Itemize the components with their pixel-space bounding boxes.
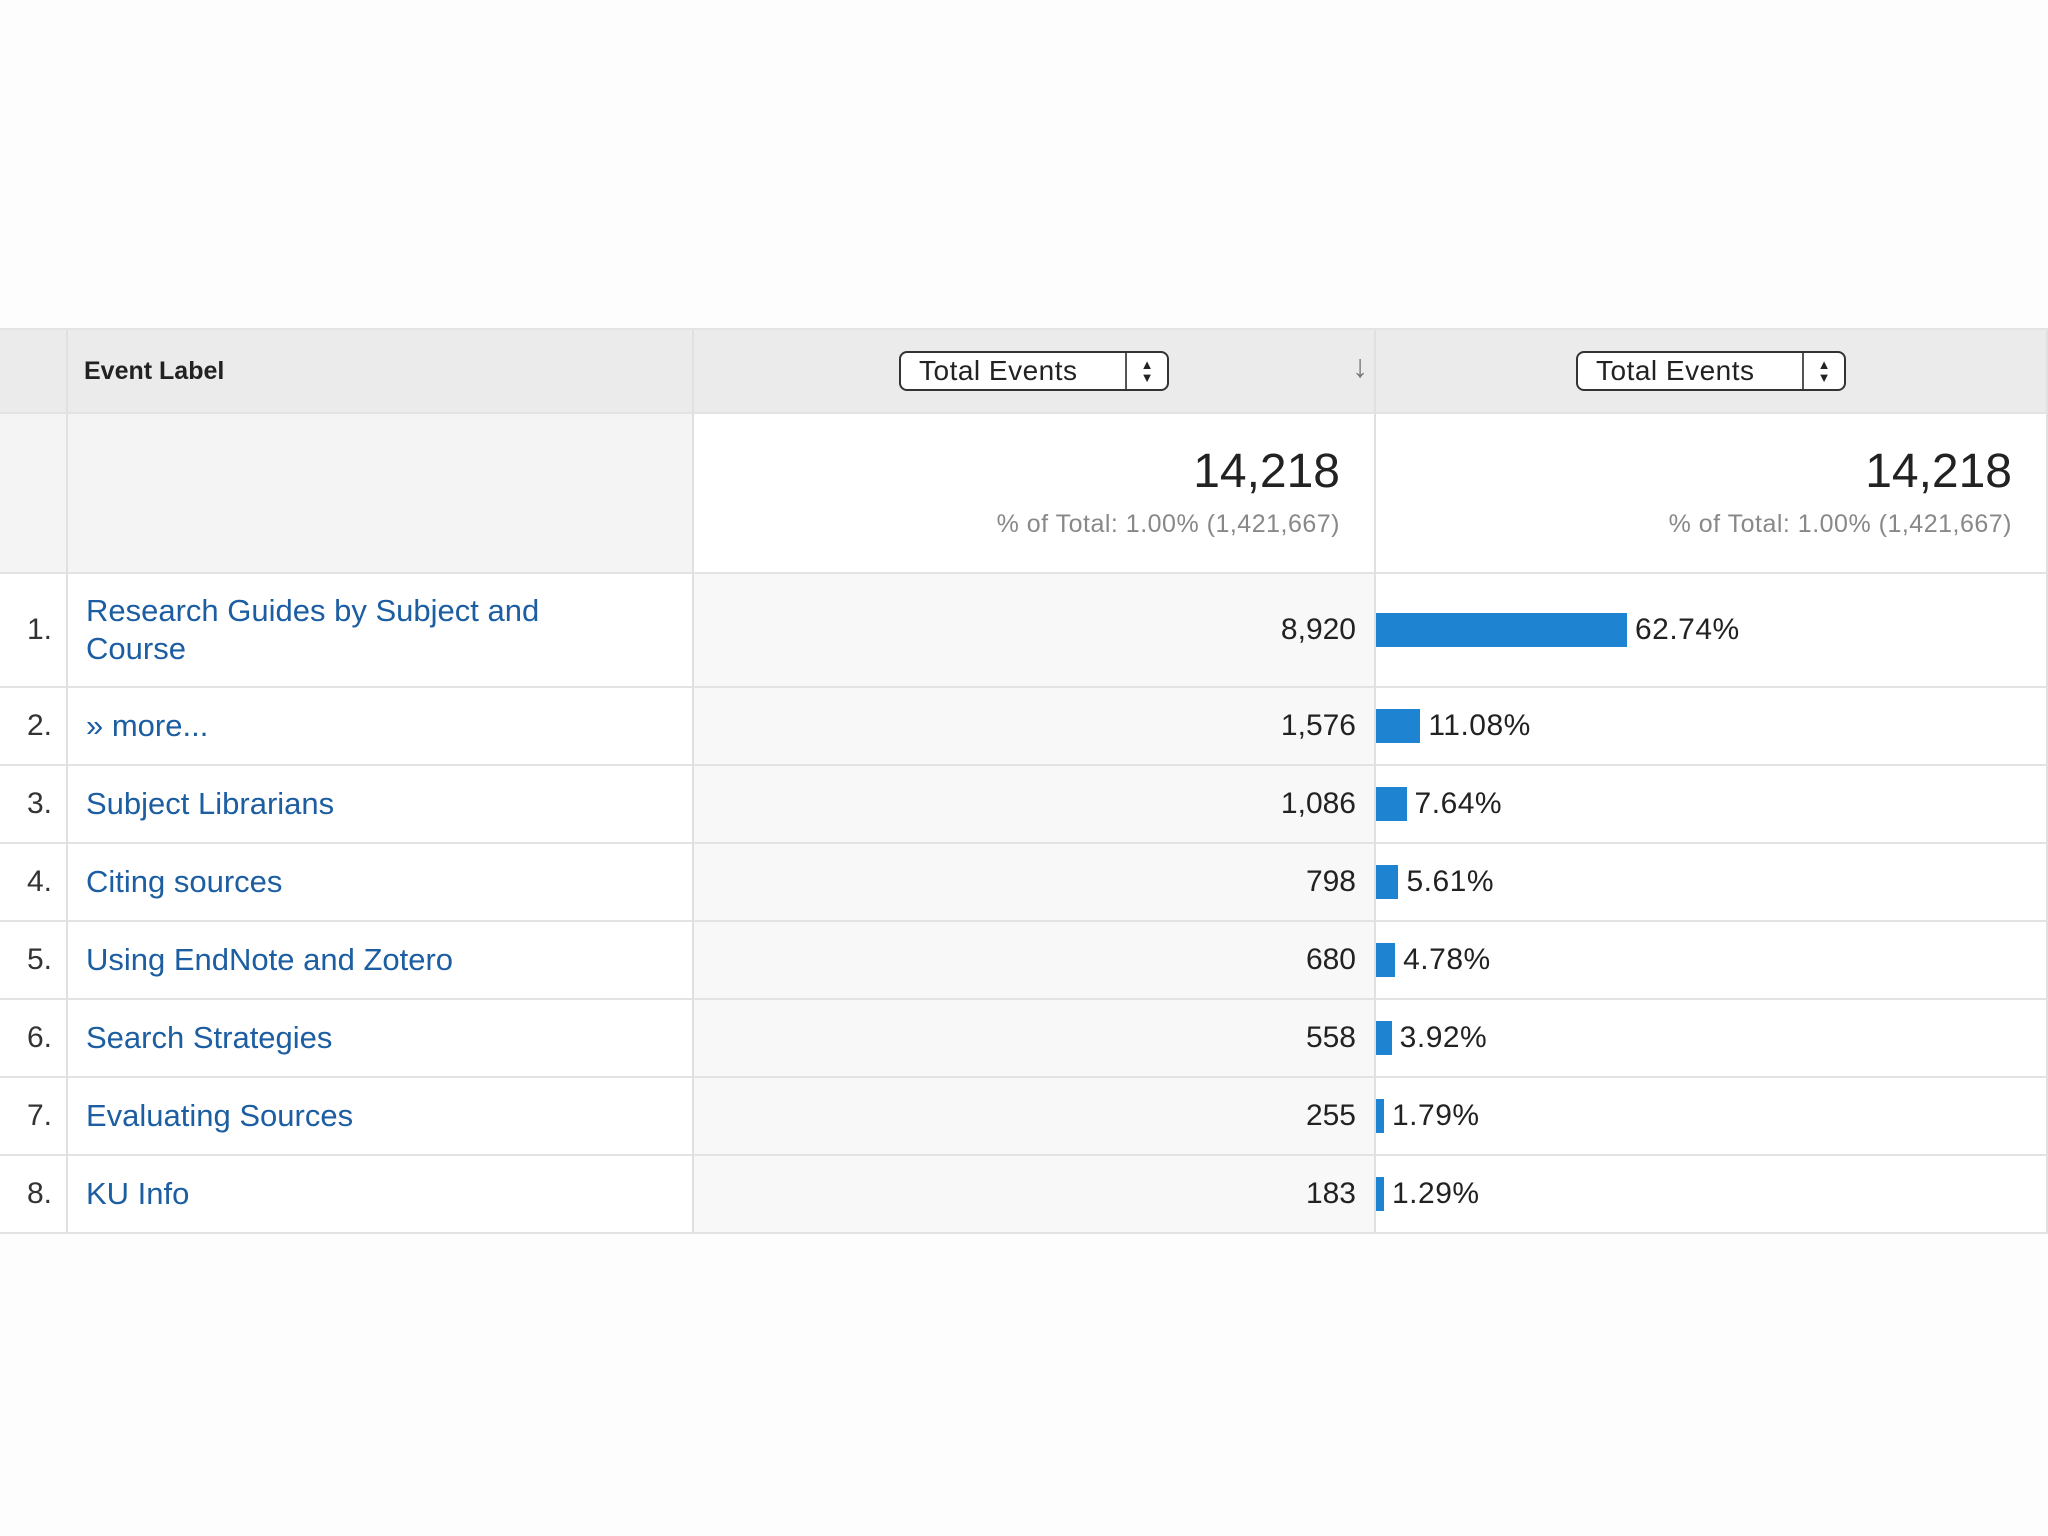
row-label-cell: KU Info <box>68 1156 694 1234</box>
percent-bar <box>1376 1177 1384 1211</box>
percent-bar <box>1376 709 1421 743</box>
row-index: 5. <box>0 922 68 1000</box>
metric1-select-label: Total Events <box>919 355 1078 386</box>
percent-label: 62.74% <box>1634 613 1740 646</box>
total-events-value: 558 <box>694 1000 1376 1078</box>
event-label-link[interactable]: Using EndNote and Zotero <box>86 942 454 977</box>
percent-bar-cell: 1.79% <box>1376 1078 2048 1156</box>
percent-bar <box>1376 613 1627 647</box>
event-label-link[interactable]: Research Guides by Subject and Course <box>86 593 540 666</box>
event-label-link[interactable]: KU Info <box>86 1176 190 1211</box>
total-events-value: 255 <box>694 1078 1376 1156</box>
percent-bar-cell: 4.78% <box>1376 922 2048 1000</box>
event-label-link[interactable]: Evaluating Sources <box>86 1098 354 1133</box>
percent-bar <box>1376 1021 1392 1055</box>
percent-bar <box>1376 787 1407 821</box>
row-index: 3. <box>0 766 68 844</box>
total-events-value: 680 <box>694 922 1376 1000</box>
event-label-link[interactable]: Citing sources <box>86 864 283 899</box>
total-events-value: 1,086 <box>694 766 1376 844</box>
summary-percent-of-total: % of Total: 1.00% (1,421,667) <box>996 510 1340 538</box>
total-events-value: 8,920 <box>694 574 1376 688</box>
summary-total: 14,218 <box>1193 445 1340 498</box>
event-label-link[interactable]: Subject Librarians <box>86 786 335 821</box>
summary-metric1: 14,218 % of Total: 1.00% (1,421,667) <box>694 414 1376 574</box>
row-index: 4. <box>0 844 68 922</box>
summary-label-cell <box>68 414 694 574</box>
arrow-down-icon[interactable]: ↓ <box>1352 348 1368 384</box>
total-events-value: 183 <box>694 1156 1376 1234</box>
summary-total: 14,218 <box>1865 445 2012 498</box>
row-index: 8. <box>0 1156 68 1234</box>
data-table: Event Label Total Events ▲ ▼ ↓ Total Even… <box>0 328 2048 1234</box>
percent-bar <box>1376 943 1396 977</box>
total-events-value: 1,576 <box>694 688 1376 766</box>
metric2-select-label: Total Events <box>1596 355 1755 386</box>
event-label-link[interactable]: Search Strategies <box>86 1020 333 1055</box>
percent-bar-cell: 3.92% <box>1376 1000 2048 1078</box>
metric1-select[interactable]: Total Events ▲ ▼ <box>899 351 1169 391</box>
summary-metric2: 14,218 % of Total: 1.00% (1,421,667) <box>1376 414 2048 574</box>
row-label-cell: Evaluating Sources <box>68 1078 694 1156</box>
row-label-cell: Using EndNote and Zotero <box>68 922 694 1000</box>
percent-label: 1.29% <box>1392 1177 1480 1210</box>
percent-label: 11.08% <box>1428 709 1531 742</box>
row-index: 6. <box>0 1000 68 1078</box>
row-label-cell: Subject Librarians <box>68 766 694 844</box>
summary-index-cell <box>0 414 68 574</box>
percent-label: 1.79% <box>1392 1099 1480 1132</box>
row-label-cell: » more... <box>68 688 694 766</box>
percent-label: 3.92% <box>1399 1021 1488 1054</box>
metric2-select[interactable]: Total Events ▲ ▼ <box>1576 351 1846 391</box>
percent-bar-cell: 62.74% <box>1376 574 2048 688</box>
percent-bar-cell: 7.64% <box>1376 766 2048 844</box>
row-index: 2. <box>0 688 68 766</box>
metric1-header: Total Events ▲ ▼ ↓ <box>694 330 1376 414</box>
row-label-cell: Citing sources <box>68 844 694 922</box>
select-arrows-icon: ▲ ▼ <box>1802 353 1844 389</box>
percent-label: 5.61% <box>1406 865 1495 898</box>
row-index: 1. <box>0 574 68 688</box>
row-index: 7. <box>0 1078 68 1156</box>
event-label-header-text: Event Label <box>84 356 225 385</box>
index-header <box>0 330 68 414</box>
event-label-link[interactable]: » more... <box>86 708 209 743</box>
percent-bar-cell: 5.61% <box>1376 844 2048 922</box>
total-events-value: 798 <box>694 844 1376 922</box>
percent-bar-cell: 1.29% <box>1376 1156 2048 1234</box>
percent-label: 4.78% <box>1403 943 1491 976</box>
summary-percent-of-total: % of Total: 1.00% (1,421,667) <box>1668 510 2012 538</box>
percent-label: 7.64% <box>1414 787 1503 820</box>
row-label-cell: Research Guides by Subject and Course <box>68 574 694 688</box>
percent-bar <box>1376 1099 1384 1133</box>
percent-bar <box>1376 865 1399 899</box>
event-label-header[interactable]: Event Label <box>68 330 694 414</box>
metric2-header: Total Events ▲ ▼ <box>1376 330 2048 414</box>
row-label-cell: Search Strategies <box>68 1000 694 1078</box>
select-arrows-icon: ▲ ▼ <box>1125 353 1167 389</box>
percent-bar-cell: 11.08% <box>1376 688 2048 766</box>
